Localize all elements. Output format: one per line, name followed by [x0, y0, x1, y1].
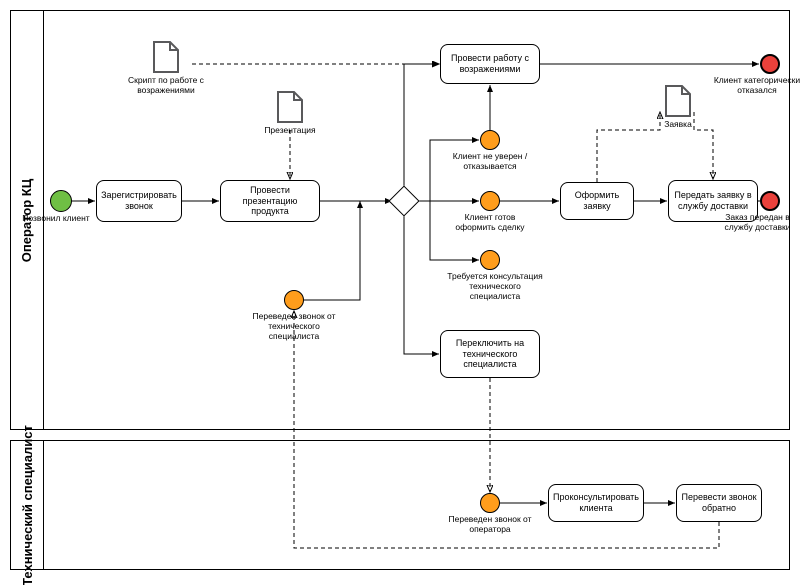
event-need-tech	[480, 250, 500, 270]
task-objections-label: Провести работу с возражениями	[445, 53, 535, 75]
event-need-tech-label: Требуется консультация технического спец…	[445, 272, 545, 301]
task-presentation: Провести презентацию продукта	[220, 180, 320, 222]
event-from-tech	[284, 290, 304, 310]
end-event-ok	[760, 191, 780, 211]
end-event-refuse-label: Клиент категорически отказался	[712, 76, 800, 96]
event-unsure-label: Клиент не уверен / отказывается	[445, 152, 535, 172]
task-order: Оформить заявку	[560, 182, 634, 220]
event-unsure	[480, 130, 500, 150]
doc-application-label: Заявка	[633, 120, 723, 130]
event-from-operator	[480, 493, 500, 513]
task-back: Перевести звонок обратно	[676, 484, 762, 522]
task-presentation-label: Провести презентацию продукта	[225, 185, 315, 217]
event-ready-label: Клиент готов оформить сделку	[445, 213, 535, 233]
task-register-label: Зарегистрировать звонок	[101, 190, 177, 212]
task-send-label: Передать заявку в службу доставки	[673, 190, 753, 212]
task-consult-label: Проконсультировать клиента	[553, 492, 639, 514]
doc-presentation-label: Презентация	[245, 126, 335, 136]
task-back-label: Перевести звонок обратно	[681, 492, 757, 514]
task-register: Зарегистрировать звонок	[96, 180, 182, 222]
doc-presentation-icon	[276, 90, 304, 124]
task-switch-label: Переключить на технического специалиста	[445, 338, 535, 370]
diagram-canvas: Оператор КЦ Технический специалист	[0, 0, 800, 579]
doc-objections-icon	[152, 40, 180, 74]
task-switch: Переключить на технического специалиста	[440, 330, 540, 378]
event-from-operator-label: Переведен звонок от оператора	[445, 515, 535, 535]
event-ready	[480, 191, 500, 211]
start-event	[50, 190, 72, 212]
doc-application-icon	[664, 84, 692, 118]
end-event-refuse	[760, 54, 780, 74]
lane-tech-title: Технический специалист	[10, 440, 44, 570]
task-order-label: Оформить заявку	[565, 190, 629, 212]
task-consult: Проконсультировать клиента	[548, 484, 644, 522]
lane-tech-label: Технический специалист	[20, 425, 35, 585]
end-event-ok-label: Заказ передан в службу доставки	[720, 213, 795, 233]
event-from-tech-label: Переведен звонок от технического специал…	[249, 312, 339, 341]
doc-objections-label: Скрипт по работе с возражениями	[121, 76, 211, 96]
task-objections: Провести работу с возражениями	[440, 44, 540, 84]
start-event-label: Позвонил клиент	[11, 214, 101, 224]
